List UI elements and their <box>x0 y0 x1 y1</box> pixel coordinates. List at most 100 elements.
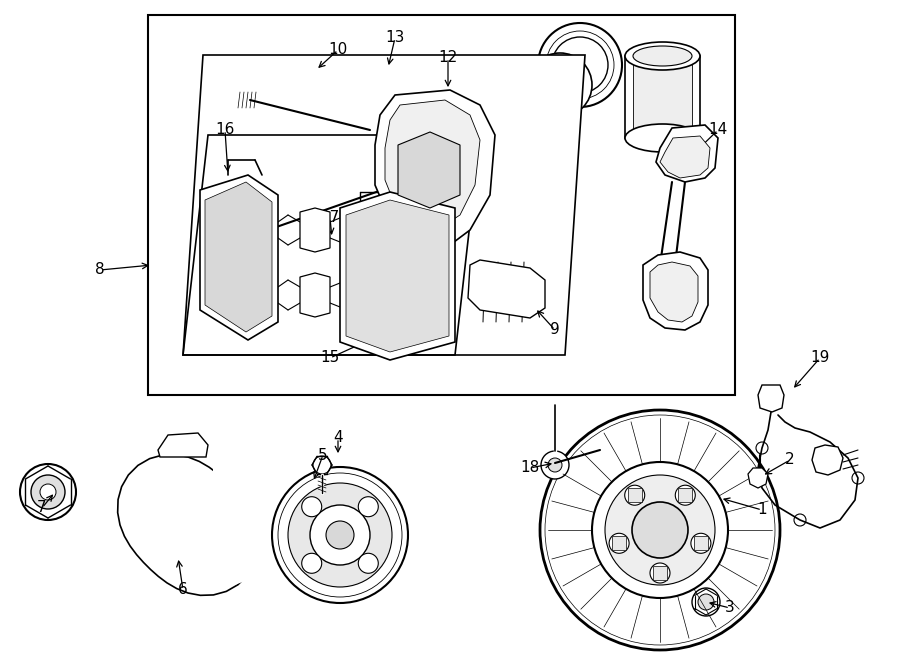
Polygon shape <box>346 200 449 352</box>
Circle shape <box>358 553 378 573</box>
Polygon shape <box>300 273 330 317</box>
Bar <box>625 56 700 138</box>
Circle shape <box>625 485 644 505</box>
Text: 13: 13 <box>385 30 405 46</box>
Circle shape <box>756 442 768 454</box>
Circle shape <box>302 553 321 573</box>
Ellipse shape <box>625 124 700 152</box>
Text: 14: 14 <box>708 122 727 137</box>
Circle shape <box>272 467 408 603</box>
Polygon shape <box>300 208 330 252</box>
Circle shape <box>158 495 218 555</box>
Circle shape <box>531 280 559 308</box>
Circle shape <box>691 533 711 553</box>
Bar <box>633 58 692 133</box>
Circle shape <box>310 505 370 565</box>
Text: 4: 4 <box>333 430 343 446</box>
Polygon shape <box>748 468 768 488</box>
Text: 5: 5 <box>319 447 328 463</box>
Circle shape <box>302 496 321 517</box>
Circle shape <box>20 464 76 520</box>
Polygon shape <box>183 55 585 355</box>
Circle shape <box>592 462 728 598</box>
Text: 19: 19 <box>810 350 830 366</box>
Text: 6: 6 <box>178 582 188 598</box>
Text: 12: 12 <box>438 50 457 65</box>
Circle shape <box>313 456 331 474</box>
Text: 16: 16 <box>215 122 235 137</box>
Polygon shape <box>398 132 460 208</box>
Polygon shape <box>643 252 708 330</box>
Circle shape <box>550 75 570 95</box>
Polygon shape <box>758 385 784 412</box>
Circle shape <box>684 277 700 293</box>
Polygon shape <box>656 125 718 182</box>
Text: 9: 9 <box>550 323 560 338</box>
Circle shape <box>436 94 444 102</box>
Circle shape <box>502 270 518 286</box>
Circle shape <box>540 410 780 650</box>
Polygon shape <box>213 455 266 593</box>
Circle shape <box>650 563 670 583</box>
Circle shape <box>528 53 592 117</box>
Ellipse shape <box>625 42 700 70</box>
Circle shape <box>538 23 622 107</box>
Circle shape <box>388 65 402 79</box>
Bar <box>238 92 260 108</box>
Ellipse shape <box>633 46 692 66</box>
Polygon shape <box>200 175 278 340</box>
Circle shape <box>548 458 562 472</box>
Text: 7: 7 <box>37 500 47 516</box>
Circle shape <box>552 37 608 93</box>
Polygon shape <box>812 445 843 475</box>
Text: 3: 3 <box>725 600 735 615</box>
Circle shape <box>698 594 714 610</box>
Text: 11: 11 <box>405 171 425 186</box>
Circle shape <box>541 451 569 479</box>
Circle shape <box>382 59 408 85</box>
Polygon shape <box>340 192 455 360</box>
Circle shape <box>432 90 448 106</box>
Bar <box>679 488 692 502</box>
Text: 10: 10 <box>328 42 347 58</box>
Circle shape <box>632 502 688 558</box>
Circle shape <box>419 254 451 286</box>
Text: 15: 15 <box>320 350 339 366</box>
Circle shape <box>233 226 257 250</box>
Circle shape <box>358 496 378 517</box>
Polygon shape <box>205 182 272 332</box>
Bar <box>148 15 735 395</box>
Circle shape <box>605 475 715 585</box>
Bar <box>612 536 626 551</box>
Polygon shape <box>118 455 258 596</box>
Polygon shape <box>468 260 545 318</box>
Circle shape <box>852 472 864 484</box>
Polygon shape <box>385 100 480 228</box>
Circle shape <box>609 533 629 553</box>
Text: 8: 8 <box>95 262 104 278</box>
Text: 17: 17 <box>320 210 339 225</box>
Circle shape <box>288 483 392 587</box>
Circle shape <box>794 514 806 526</box>
Circle shape <box>540 65 580 105</box>
Circle shape <box>675 485 696 505</box>
Circle shape <box>652 300 668 316</box>
Bar <box>627 488 642 502</box>
Bar <box>653 566 667 580</box>
Circle shape <box>537 286 553 302</box>
Circle shape <box>692 588 720 616</box>
Circle shape <box>40 484 56 500</box>
Circle shape <box>652 277 668 293</box>
Text: 18: 18 <box>520 461 540 475</box>
Bar <box>694 536 708 551</box>
Circle shape <box>173 510 203 540</box>
Polygon shape <box>660 136 710 178</box>
Circle shape <box>140 477 236 573</box>
Circle shape <box>326 521 354 549</box>
Circle shape <box>31 475 65 509</box>
Circle shape <box>684 300 700 316</box>
Circle shape <box>359 254 391 286</box>
Polygon shape <box>375 90 495 245</box>
Polygon shape <box>158 433 208 457</box>
Text: 1: 1 <box>757 502 767 518</box>
